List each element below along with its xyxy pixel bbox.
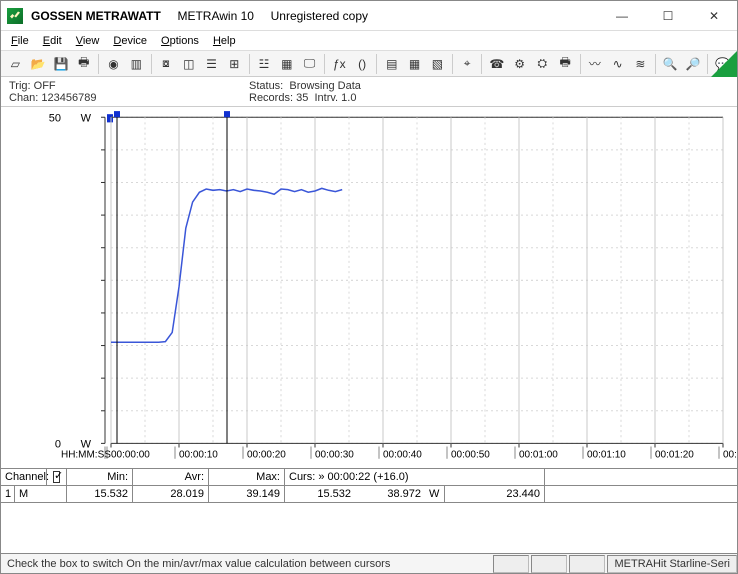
- toolbar-display-button[interactable]: ▥: [126, 53, 147, 75]
- toolbar-device-button[interactable]: ☎: [486, 53, 507, 75]
- chart-area[interactable]: 500WW00:00:0000:00:1000:00:2000:00:3000:…: [1, 107, 737, 468]
- statusbar: Check the box to switch On the min/avr/m…: [1, 553, 737, 573]
- svg-text:50: 50: [49, 112, 61, 124]
- app-icon: [7, 8, 23, 24]
- hdr-max: Max:: [209, 469, 285, 485]
- toolbar-paren-button[interactable]: (): [352, 53, 373, 75]
- toolbar-zoom-out-button[interactable]: 🔎: [683, 53, 704, 75]
- toolbar-save-button[interactable]: 💾: [51, 53, 72, 75]
- menu-edit[interactable]: Edit: [37, 34, 68, 48]
- info-bar: Trig: OFF Chan: 123456789 Status: Browsi…: [1, 77, 737, 107]
- toolbar-h2-button[interactable]: ∿: [607, 53, 628, 75]
- menu-device[interactable]: Device: [107, 34, 153, 48]
- svg-text:00:01:10: 00:01:10: [587, 450, 626, 461]
- toolbar-h3-button[interactable]: ≋: [630, 53, 651, 75]
- toolbar-table3-button[interactable]: ▧: [427, 53, 448, 75]
- toolbar-config-button[interactable]: ⚙: [509, 53, 530, 75]
- toolbar-monitor-button[interactable]: 🖵: [299, 53, 320, 75]
- svg-text:00:01:00: 00:01:00: [519, 450, 558, 461]
- toolbar-zoom-area-button[interactable]: ⌖: [457, 53, 478, 75]
- row-min: 15.532: [67, 486, 133, 502]
- svg-text:00:00:00: 00:00:00: [111, 450, 150, 461]
- window-title: GOSSEN METRAWATT METRAwin 10 Unregistere…: [31, 9, 368, 23]
- menubar: FileEditViewDeviceOptionsHelp: [1, 31, 737, 51]
- svg-text:00:01:20: 00:01:20: [655, 450, 694, 461]
- row-delta: 23.440: [445, 486, 545, 502]
- chart-svg: 500WW00:00:0000:00:1000:00:2000:00:3000:…: [1, 107, 737, 468]
- menu-file[interactable]: File: [5, 34, 35, 48]
- minimize-button[interactable]: —: [599, 1, 645, 31]
- toolbar: ▱📂💾🖶◉▥⧇◫☰⊞☳▦🖵ƒx()▤▦▧⌖☎⚙⛭🖶〰∿≋🔍🔎💬: [1, 51, 737, 77]
- svg-text:00:00:40: 00:00:40: [383, 450, 422, 461]
- toolbar-new-button[interactable]: ▱: [5, 53, 26, 75]
- row-max: 39.149: [209, 486, 285, 502]
- svg-text:00:00:10: 00:00:10: [179, 450, 218, 461]
- titlebar: GOSSEN METRAWATT METRAwin 10 Unregistere…: [1, 1, 737, 31]
- toolbar-chart2-button[interactable]: ◫: [178, 53, 199, 75]
- toolbar-open-button[interactable]: 📂: [28, 53, 49, 75]
- toolbar-printer-button[interactable]: 🖶: [555, 53, 576, 75]
- toolbar-h1-button[interactable]: 〰: [584, 53, 605, 75]
- toolbar-zoom-in-button[interactable]: 🔍: [660, 53, 681, 75]
- svg-text:00:00:50: 00:00:50: [451, 450, 490, 461]
- brand-corner: [711, 51, 737, 77]
- svg-text:00:00:30: 00:00:30: [315, 450, 354, 461]
- row-avr: 28.019: [133, 486, 209, 502]
- toolbar-chart4-button[interactable]: ⊞: [224, 53, 245, 75]
- svg-text:W: W: [81, 112, 92, 124]
- row-c2: 38.972: [355, 486, 425, 502]
- hdr-curs: Curs: » 00:00:22 (+16.0): [285, 469, 545, 485]
- hdr-channel: Channel:: [1, 469, 47, 485]
- row-mode: M: [15, 486, 67, 502]
- menu-options[interactable]: Options: [155, 34, 205, 48]
- toolbar-grid-button[interactable]: ▦: [276, 53, 297, 75]
- status-device: METRAHit Starline-Seri: [607, 555, 737, 573]
- toolbar-recorder-button[interactable]: ◉: [103, 53, 124, 75]
- row-idx: 1: [1, 486, 15, 502]
- toolbar-bars-button[interactable]: ☳: [254, 53, 275, 75]
- toolbar-chart3-button[interactable]: ☰: [201, 53, 222, 75]
- close-button[interactable]: ✕: [691, 1, 737, 31]
- hdr-avr: Avr:: [133, 469, 209, 485]
- hdr-min: Min:: [67, 469, 133, 485]
- toolbar-chart1-button[interactable]: ⧇: [156, 53, 177, 75]
- row-unit: W: [425, 486, 445, 502]
- status-wells: [491, 555, 605, 573]
- toolbar-print-button[interactable]: 🖶: [73, 53, 94, 75]
- svg-text:00:00:20: 00:00:20: [247, 450, 286, 461]
- toolbar-table2-button[interactable]: ▦: [404, 53, 425, 75]
- toolbar-fx-button[interactable]: ƒx: [329, 53, 350, 75]
- menu-help[interactable]: Help: [207, 34, 242, 48]
- maximize-button[interactable]: ☐: [645, 1, 691, 31]
- toolbar-table-button[interactable]: ▤: [381, 53, 402, 75]
- menu-view[interactable]: View: [70, 34, 106, 48]
- row-c1: 15.532: [285, 486, 355, 502]
- data-strip: Channel: Min: Avr: Max: Curs: » 00:00:22…: [1, 468, 737, 553]
- status-hint: Check the box to switch On the min/avr/m…: [1, 554, 491, 573]
- toolbar-config2-button[interactable]: ⛭: [532, 53, 553, 75]
- svg-text:HH:MM:SS: HH:MM:SS: [61, 450, 111, 461]
- svg-text:00:01:30: 00:01:30: [723, 450, 737, 461]
- hdr-checkbox[interactable]: [47, 469, 67, 485]
